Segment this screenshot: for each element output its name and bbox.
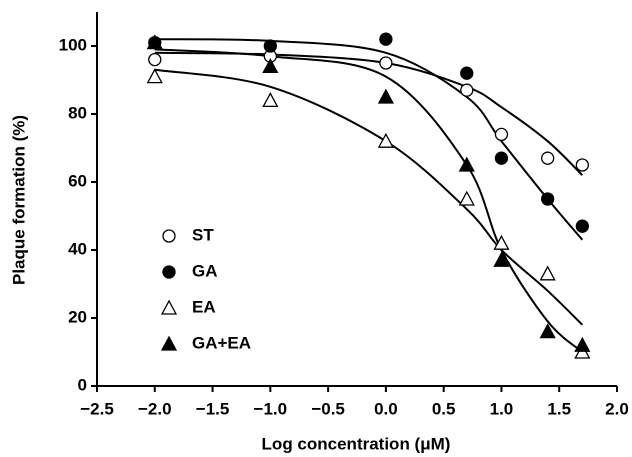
marker [541,192,555,206]
x-tick-label: 2.0 [605,399,629,418]
marker [146,68,163,84]
marker [262,58,279,74]
marker [460,66,474,80]
legend-label: EA [192,297,216,316]
x-tick-label: 0.0 [374,399,398,418]
x-tick-label: −0.5 [311,399,345,418]
marker [146,34,163,50]
y-tick-label: 60 [68,171,87,190]
fit-curve [154,48,583,353]
marker [539,265,556,281]
x-tick-label: −1.0 [254,399,288,418]
marker [494,151,509,165]
y-tick-label: 0 [78,375,87,394]
legend-marker [162,229,176,243]
x-tick-label: 0.5 [432,399,456,418]
marker [493,234,510,250]
y-tick-label: 40 [68,239,87,258]
marker [493,251,510,267]
x-axis-title: Log concentration (μM) [262,434,451,453]
fit-curve [154,51,584,176]
marker [541,151,555,165]
marker [494,127,509,142]
legend-label: GA [192,261,218,280]
marker [539,323,556,339]
marker [575,158,589,172]
marker [148,52,162,67]
marker [458,190,475,206]
y-tick-label: 100 [59,35,87,54]
x-tick-label: −2.5 [80,399,114,418]
marker [575,219,589,233]
marker [377,132,394,148]
marker [458,156,475,172]
marker [377,88,394,104]
marker [574,336,591,352]
marker [379,56,393,70]
legend-label: GA+EA [192,333,251,352]
legend-marker [162,265,176,279]
legend-label: ST [192,225,214,244]
marker [262,92,279,108]
marker [263,39,277,53]
x-tick-label: 1.5 [547,399,571,418]
x-tick-label: −2.0 [138,399,172,418]
fit-curve [154,68,584,326]
y-tick-label: 20 [68,307,87,326]
y-tick-label: 80 [68,103,87,122]
marker [379,32,393,46]
legend-marker [160,299,178,315]
legend-marker [160,335,178,351]
x-tick-label: −1.5 [196,399,230,418]
x-tick-label: 1.0 [490,399,514,418]
marker [460,83,474,97]
y-axis-title: Plaque formation (%) [9,115,28,285]
